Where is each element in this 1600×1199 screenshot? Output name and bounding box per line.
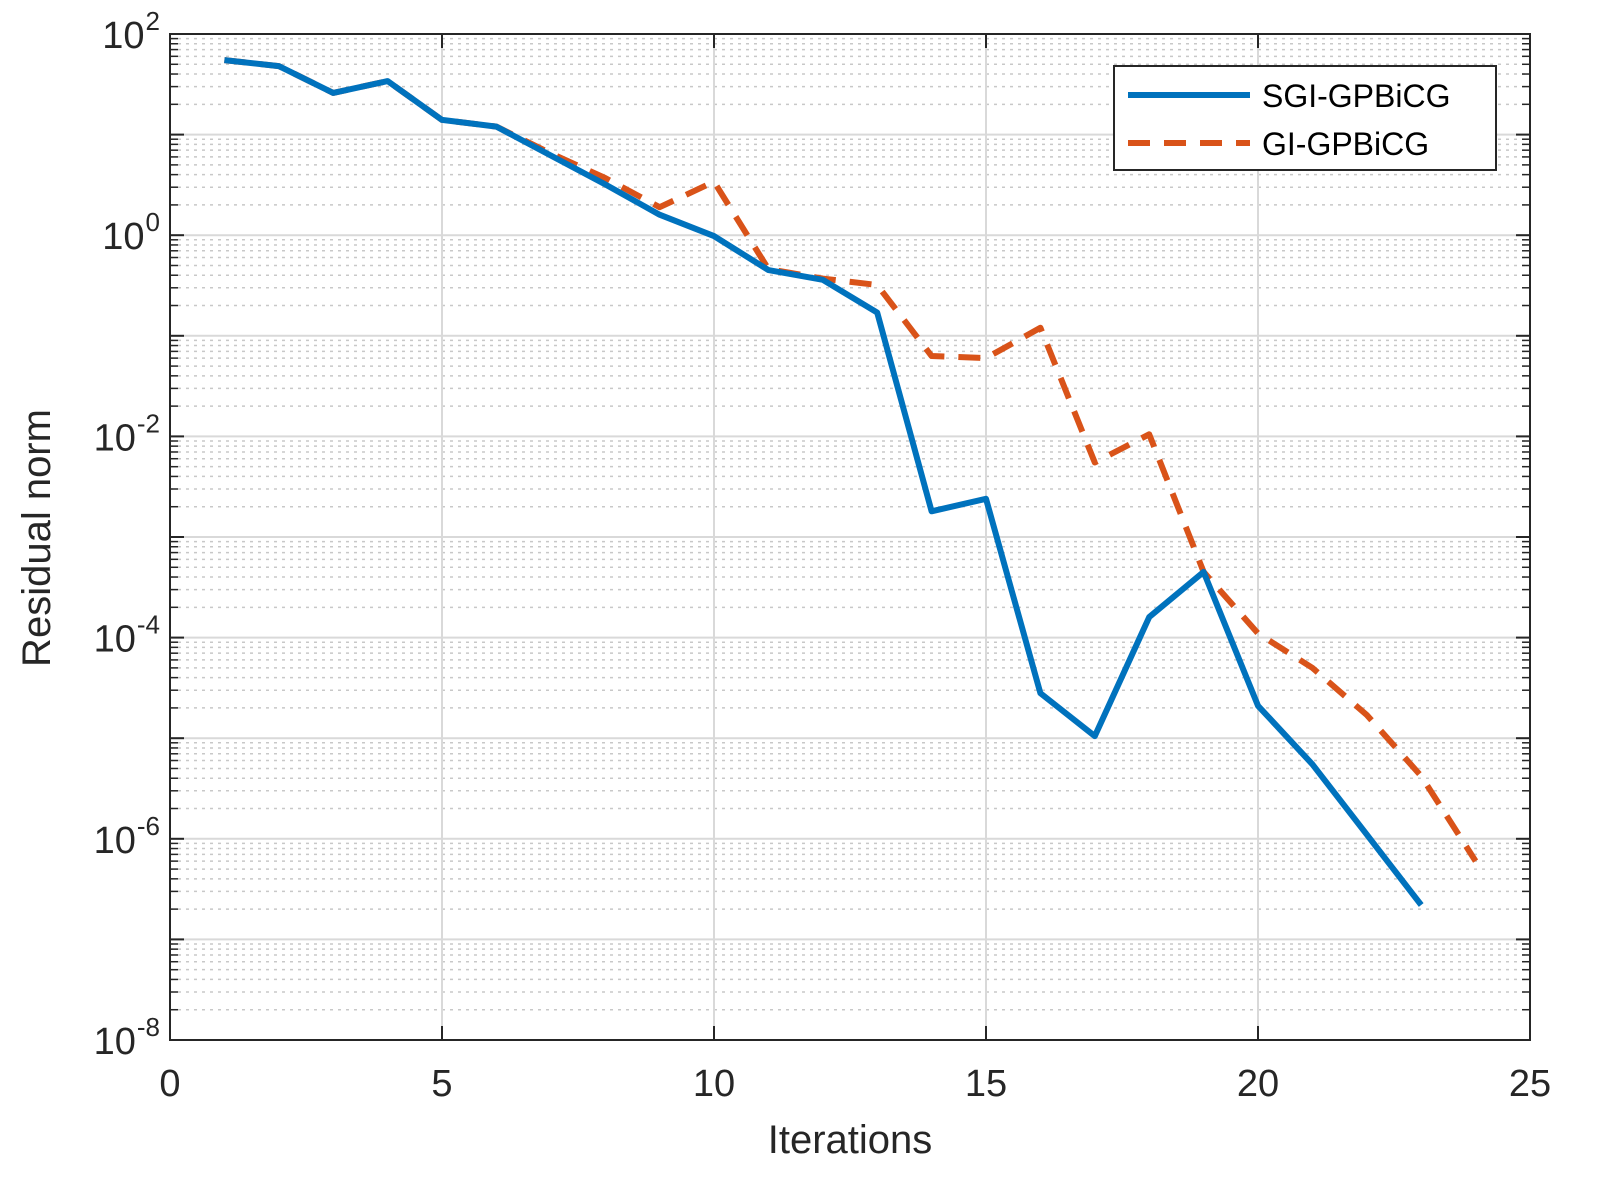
y-tick-label-exponent: -6	[137, 811, 160, 841]
y-tick-label-base: 10	[94, 1021, 136, 1063]
y-tick-label-exponent: -4	[137, 610, 160, 640]
y-axis-title: Residual norm	[15, 409, 59, 667]
x-tick-labels: 0 5 10 15 20 25	[159, 1063, 1551, 1105]
y-tick-label-base: 10	[94, 820, 136, 862]
x-tick-label: 25	[1509, 1063, 1551, 1105]
x-tick-label: 5	[431, 1063, 452, 1105]
y-tick-label-exponent: -8	[137, 1012, 160, 1042]
legend: SGI-GPBiCG GI-GPBiCG	[1113, 65, 1497, 171]
y-tick-label-base: 10	[102, 216, 144, 258]
y-tick-label-exponent: -2	[137, 408, 160, 438]
x-tick-label: 10	[693, 1063, 735, 1105]
x-tick-label: 15	[965, 1063, 1007, 1105]
series-line-1	[224, 57, 1424, 907]
legend-label-series-1: SGI-GPBiCG	[1262, 78, 1450, 114]
y-tick-label-base: 10	[94, 417, 136, 459]
x-tick-label: 0	[159, 1063, 180, 1105]
legend-label-series-2: GI-GPBiCG	[1262, 126, 1429, 162]
y-tick-label-base: 10	[102, 15, 144, 57]
x-axis-title: Iterations	[768, 1118, 933, 1162]
series-layer	[224, 57, 1479, 907]
legend-box	[1113, 65, 1497, 171]
y-tick-label-exponent: 2	[146, 6, 160, 36]
y-tick-label-exponent: 0	[146, 207, 160, 237]
y-tick-label-base: 10	[94, 619, 136, 661]
x-tick-label: 20	[1237, 1063, 1279, 1105]
ticks	[169, 33, 1531, 1041]
grid	[169, 33, 1531, 1041]
